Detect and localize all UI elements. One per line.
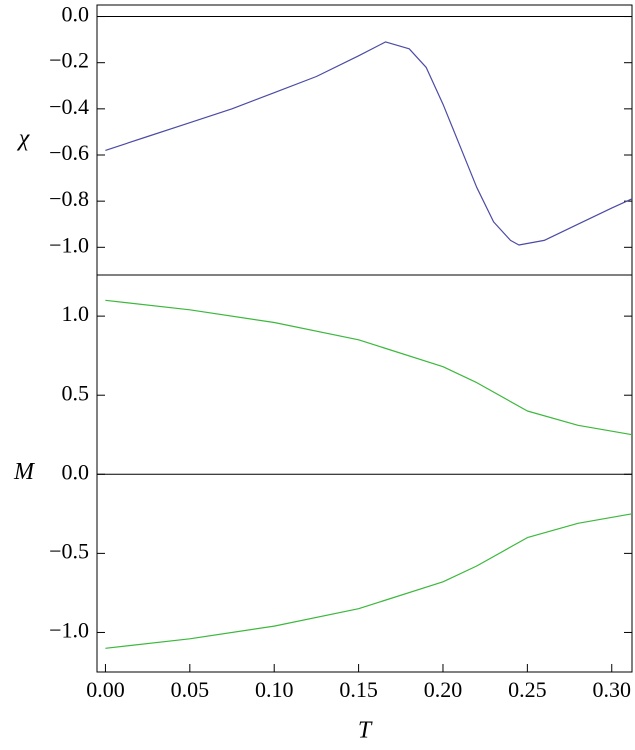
- y-axis-label: M: [13, 459, 36, 485]
- x-tick-label: 0.05: [171, 677, 210, 702]
- y-tick-label: 0.0: [62, 2, 90, 27]
- y-tick-label: −0.2: [49, 48, 89, 73]
- y-tick-label: −1.0: [49, 618, 89, 643]
- data-line: [105, 299, 633, 436]
- y-tick-label: −0.8: [49, 186, 89, 211]
- y-tick-label: −0.6: [49, 140, 89, 165]
- data-line: [105, 41, 633, 246]
- data-line: [105, 513, 633, 649]
- x-tick-label: 0.20: [424, 677, 463, 702]
- x-tick-label: 0.10: [255, 677, 294, 702]
- y-tick-label: −1.0: [49, 232, 89, 257]
- y-tick-label: 0.0: [62, 459, 90, 484]
- x-tick-label: 0.30: [592, 677, 631, 702]
- plot-frame: [96, 274, 633, 673]
- x-axis-label: T: [358, 718, 373, 744]
- y-tick-label: 1.0: [62, 301, 90, 326]
- y-tick-label: −0.5: [49, 538, 89, 563]
- x-tick-label: 0.15: [339, 677, 378, 702]
- y-tick-label: 0.5: [62, 380, 90, 405]
- x-tick-label: 0.25: [508, 677, 547, 702]
- y-tick-label: −0.4: [49, 94, 89, 119]
- y-axis-label: χ: [17, 126, 31, 152]
- x-tick-label: 0.00: [86, 677, 125, 702]
- plot-frame: [96, 4, 633, 276]
